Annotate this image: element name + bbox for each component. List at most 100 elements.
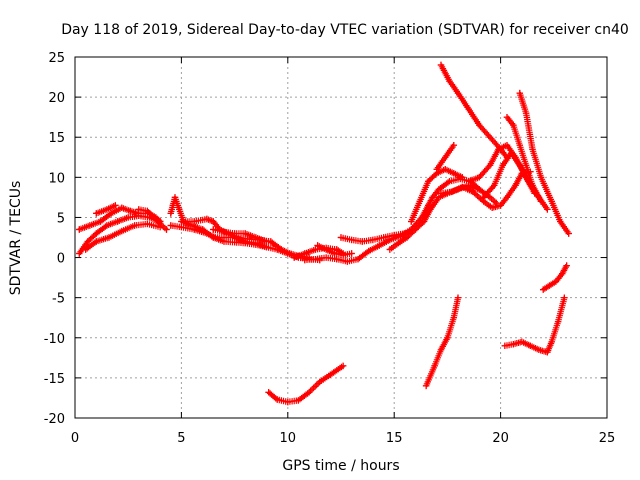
data-point	[291, 254, 298, 261]
y-tick-label: -20	[44, 412, 65, 427]
data-point	[435, 194, 443, 201]
data-point	[150, 214, 157, 221]
data-point	[322, 254, 330, 261]
data-point	[512, 182, 519, 189]
data-point	[503, 142, 511, 149]
data-point	[312, 256, 319, 263]
data-point	[337, 234, 345, 241]
data-point	[199, 226, 206, 233]
data-point	[354, 256, 362, 263]
data-point	[465, 105, 472, 113]
y-tick-label: 5	[57, 211, 65, 226]
data-point	[565, 230, 572, 237]
data-point	[348, 250, 355, 257]
data-point	[544, 349, 551, 356]
data-point	[554, 318, 562, 325]
data-point	[546, 282, 553, 289]
data-point	[167, 210, 174, 217]
series-arc-afternoon-5	[437, 61, 511, 161]
data-point	[446, 77, 453, 85]
data-point	[127, 207, 134, 215]
series-arc-morning-8	[178, 218, 270, 251]
data-point	[548, 338, 555, 345]
data-point	[220, 228, 228, 236]
data-points	[76, 61, 572, 406]
data-point	[503, 114, 511, 121]
data-point	[210, 234, 217, 241]
data-point	[529, 146, 536, 153]
data-point	[339, 251, 347, 259]
data-point	[263, 238, 270, 245]
data-point	[537, 174, 545, 181]
data-point	[312, 246, 319, 253]
y-axis-title: SDTVAR / TECUs	[8, 181, 24, 296]
data-point	[103, 206, 111, 213]
data-point	[431, 362, 438, 370]
data-point	[171, 194, 179, 201]
data-point	[522, 162, 530, 169]
data-point	[359, 238, 366, 245]
data-point	[437, 61, 445, 69]
data-point	[112, 202, 119, 209]
data-point	[144, 220, 151, 228]
data-point	[403, 234, 411, 241]
data-point	[339, 362, 347, 370]
series-arc-morning-4	[93, 202, 119, 217]
series-arc-morning-5	[135, 206, 170, 233]
y-tick-label: -5	[52, 292, 65, 307]
data-point	[135, 206, 142, 213]
data-point	[433, 166, 440, 173]
data-point	[435, 186, 443, 193]
data-point	[274, 396, 281, 403]
data-point	[559, 270, 566, 277]
data-point	[454, 294, 462, 301]
data-point	[437, 190, 445, 197]
data-point	[486, 134, 494, 141]
data-point	[548, 198, 555, 205]
data-point	[322, 246, 330, 253]
data-point	[408, 218, 415, 225]
data-point	[510, 341, 517, 348]
data-point	[114, 218, 121, 225]
y-tick-label: 20	[48, 91, 65, 106]
data-point	[274, 246, 281, 253]
data-point	[108, 210, 115, 217]
data-point	[450, 170, 457, 177]
data-point	[552, 278, 560, 285]
data-point	[295, 397, 302, 404]
data-point	[486, 162, 494, 169]
x-tick-label: 0	[71, 431, 79, 446]
x-tick-label: 10	[280, 431, 297, 446]
data-point	[416, 198, 423, 205]
data-point	[284, 398, 291, 406]
series-arc-neg-morning	[265, 362, 347, 406]
data-point	[76, 250, 83, 257]
data-point	[178, 223, 185, 231]
data-point	[93, 230, 100, 237]
data-point	[391, 231, 398, 239]
marker-trace	[540, 262, 570, 293]
data-point	[476, 122, 483, 129]
data-point	[412, 226, 419, 233]
data-point	[84, 238, 91, 245]
data-point	[167, 222, 174, 229]
y-tick-label: -15	[44, 372, 65, 387]
data-point	[301, 256, 308, 264]
x-axis-title: GPS time / hours	[282, 458, 399, 474]
data-point	[535, 346, 543, 353]
data-point	[446, 178, 453, 185]
data-point	[476, 174, 483, 181]
data-point	[429, 194, 436, 201]
data-point	[486, 194, 494, 201]
data-point	[544, 206, 551, 213]
data-point	[369, 236, 377, 244]
data-point	[118, 204, 125, 211]
data-point	[314, 242, 321, 249]
data-point	[450, 142, 457, 149]
data-point	[442, 166, 449, 173]
data-point	[437, 346, 445, 353]
data-point	[380, 234, 387, 241]
data-point	[495, 146, 502, 153]
data-point	[231, 230, 238, 237]
data-point	[469, 188, 477, 195]
